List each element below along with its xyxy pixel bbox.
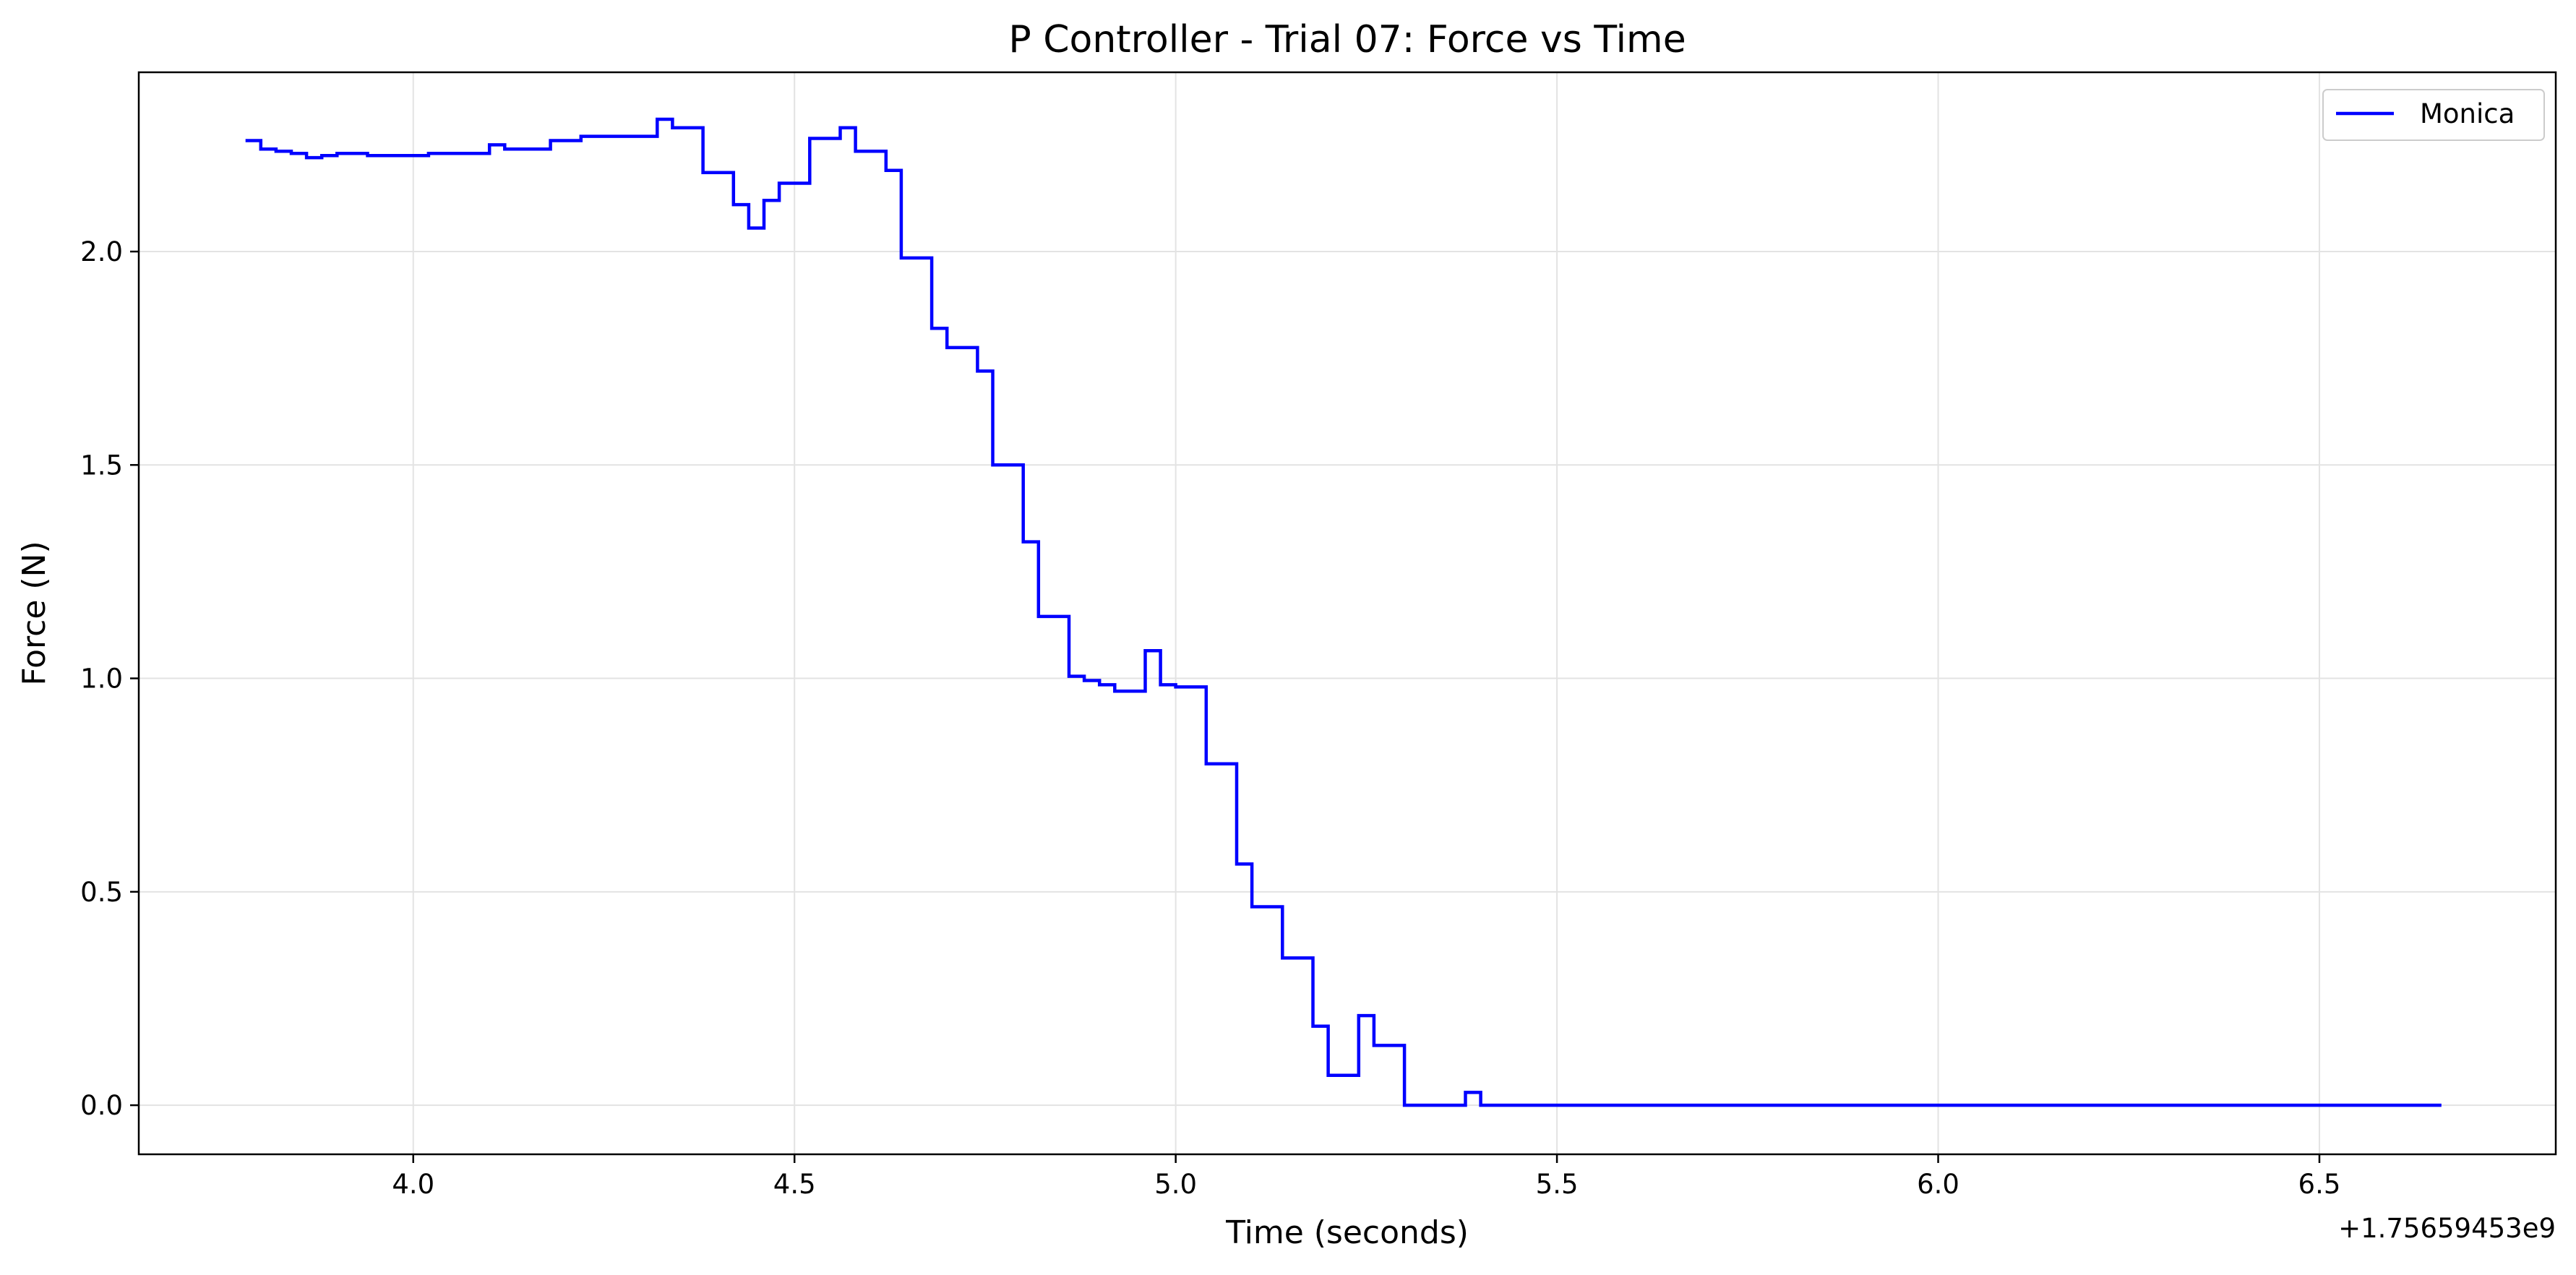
x-tick-label: 5.5	[1536, 1169, 1579, 1200]
y-tick-label: 0.5	[80, 877, 123, 908]
plot-frame	[137, 71, 2557, 1156]
legend: Monica	[2322, 89, 2545, 141]
x-tick-label: 6.5	[2298, 1169, 2341, 1200]
grid	[139, 72, 2556, 1154]
series	[245, 117, 2442, 1107]
ticks: 4.0 4.5 5.0 5.5 6.0 6.5 0.0 0.5 1.0 1.5 2.0	[80, 236, 2340, 1200]
y-tick-label: 1.5	[80, 450, 123, 481]
x-tick-label: 5.0	[1154, 1169, 1197, 1200]
y-axis-label: Force (N)	[16, 541, 53, 685]
legend-label-monica: Monica	[2420, 98, 2515, 129]
x-tick-label: 6.0	[1917, 1169, 1959, 1200]
legend-box	[2322, 89, 2545, 141]
y-tick-label: 0.0	[80, 1090, 123, 1121]
x-axis-offset-label: +1.75659453e9	[2338, 1213, 2556, 1244]
x-tick-label: 4.0	[392, 1169, 434, 1200]
series-line-monica	[245, 117, 2442, 1107]
y-tick-label: 2.0	[80, 236, 123, 267]
y-tick-label: 1.0	[80, 664, 123, 695]
x-tick-label: 4.5	[773, 1169, 816, 1200]
x-axis-label: Time (seconds)	[1225, 1214, 1469, 1251]
chart-title: P Controller - Trial 07: Force vs Time	[1008, 18, 1686, 61]
